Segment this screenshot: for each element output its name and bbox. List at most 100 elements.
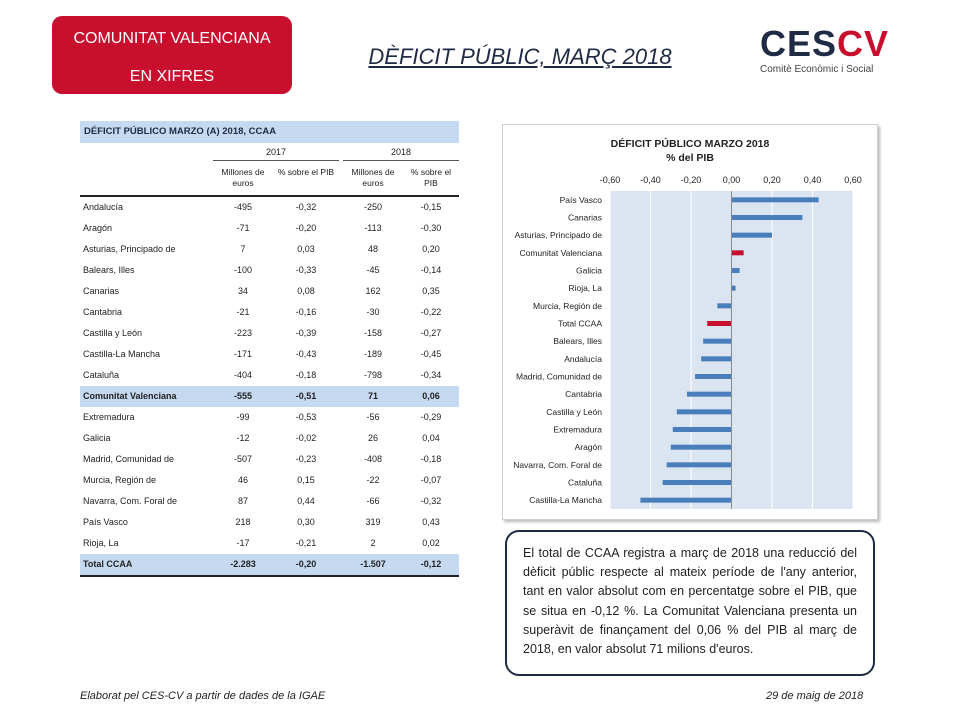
table-row: Canarias 34 0,08 162 0,35 bbox=[80, 281, 459, 302]
badge-line2: EN XIFRES bbox=[129, 68, 215, 85]
row-name: Aragón bbox=[83, 223, 113, 233]
bar bbox=[731, 197, 819, 203]
cell-m18: -113 bbox=[364, 223, 382, 233]
cell-m17: 87 bbox=[237, 496, 248, 506]
cell-p17: -0,53 bbox=[295, 412, 317, 422]
cell-p17: -0,18 bbox=[295, 370, 317, 380]
cell-m18: -250 bbox=[363, 202, 382, 212]
category-label: Rioja, La bbox=[568, 283, 602, 293]
deficit-chart: DÉFICIT PÚBLICO MARZO 2018 % del PIB -0,… bbox=[502, 124, 878, 520]
bar bbox=[672, 427, 732, 432]
x-tick-label: 0,20 bbox=[763, 175, 781, 185]
table-row: Castilla-La Mancha -171 -0,43 -189 -0,45 bbox=[80, 344, 459, 365]
table-row: Rioja, La -17 -0,21 2 0,02 bbox=[80, 533, 459, 554]
x-tick-label: 0,40 bbox=[804, 175, 822, 185]
x-tick-label: -0,40 bbox=[640, 175, 661, 185]
cell-m17: -21 bbox=[236, 307, 250, 317]
category-label: Comunitat Valenciana bbox=[519, 248, 602, 258]
cell-p17: -0,23 bbox=[295, 454, 317, 464]
cell-m17: -100 bbox=[233, 265, 252, 275]
category-label: Navarra, Com. Foral de bbox=[513, 460, 602, 470]
row-name: Asturias, Principado de bbox=[83, 244, 176, 254]
category-label: Castilla y León bbox=[546, 407, 602, 417]
row-name: Galicia bbox=[83, 433, 111, 443]
bar bbox=[695, 374, 732, 379]
bar bbox=[662, 480, 732, 485]
cell-m18: -66 bbox=[366, 496, 380, 506]
x-tick-label: 0,00 bbox=[723, 175, 741, 185]
x-tick-label: -0,20 bbox=[681, 175, 702, 185]
category-label: Balears, Illes bbox=[553, 336, 602, 346]
cell-p17: -0,51 bbox=[295, 391, 317, 401]
x-tick-label: -0,60 bbox=[600, 175, 621, 185]
row-name: Castilla-La Mancha bbox=[83, 349, 161, 359]
row-name: Murcia, Región de bbox=[83, 475, 157, 485]
cell-m17: 46 bbox=[237, 475, 248, 485]
cell-p17: 0,30 bbox=[297, 517, 315, 527]
cell-p17: 0,15 bbox=[297, 475, 315, 485]
category-label: Total CCAA bbox=[558, 319, 602, 329]
cell-m18: -56 bbox=[366, 412, 380, 422]
source-note: Elaborat pel CES-CV a partir de dades de… bbox=[80, 690, 326, 702]
cell-p18: 0,04 bbox=[422, 433, 440, 443]
bar bbox=[731, 215, 803, 220]
cell-p18: -0,22 bbox=[420, 307, 442, 317]
row-name: Navarra, Com. Foral de bbox=[83, 496, 178, 506]
row-name: Comunitat Valenciana bbox=[83, 391, 177, 401]
cell-p18: 0,43 bbox=[422, 517, 440, 527]
table-row: Cataluña -404 -0,18 -798 -0,34 bbox=[80, 365, 459, 386]
badge-line1: COMUNITAT VALENCIANA bbox=[73, 30, 271, 47]
cell-m18: -45 bbox=[366, 265, 380, 275]
table-body: Andalucía -495 -0,32 -250 -0,15 Aragón -71 -0,2… bbox=[80, 197, 459, 577]
row-name: Extremadura bbox=[83, 412, 135, 422]
cell-m17: 34 bbox=[237, 286, 248, 296]
cell-p18: 0,35 bbox=[422, 286, 440, 296]
bar bbox=[676, 409, 732, 415]
cell-p18: -0,27 bbox=[420, 328, 442, 338]
table-row: Navarra, Com. Foral de 87 0,44 -66 -0,32 bbox=[80, 491, 459, 512]
cell-p17: -0,39 bbox=[295, 328, 317, 338]
table-title: DÉFICIT PÚBLICO MARZO (A) 2018, CCAA bbox=[80, 121, 459, 143]
bar bbox=[731, 268, 740, 273]
cell-p17: -0,02 bbox=[295, 433, 317, 443]
bar bbox=[707, 321, 732, 326]
row-name: Andalucía bbox=[83, 202, 124, 212]
category-label: Cantabria bbox=[565, 389, 602, 399]
deficit-table: DÉFICIT PÚBLICO MARZO (A) 2018, CCAA 201… bbox=[80, 121, 459, 577]
cell-m17: -507 bbox=[233, 454, 252, 464]
table-row: País Vasco 218 0,30 319 0,43 bbox=[80, 512, 459, 533]
cell-p18: -0,45 bbox=[420, 349, 442, 359]
category-label: Madrid, Comunidad de bbox=[516, 372, 602, 382]
table-row: Comunitat Valenciana -555 -0,51 71 0,06 bbox=[80, 386, 459, 407]
bar bbox=[731, 285, 736, 291]
cell-m17: -17 bbox=[236, 538, 250, 548]
cell-m17: -71 bbox=[236, 223, 250, 233]
bar bbox=[731, 232, 772, 238]
cell-p17: 0,44 bbox=[297, 496, 315, 506]
category-label: Cataluña bbox=[568, 478, 602, 488]
category-label: Galicia bbox=[576, 266, 602, 276]
cell-m18: 26 bbox=[367, 433, 378, 443]
cell-m18: -798 bbox=[363, 370, 382, 380]
category-label: Asturias, Principado de bbox=[515, 230, 603, 240]
logo-text-b: CV bbox=[837, 23, 890, 64]
category-label: País Vasco bbox=[560, 195, 603, 205]
cell-p17: 0,08 bbox=[297, 286, 315, 296]
bar bbox=[717, 303, 732, 309]
bar bbox=[686, 391, 732, 397]
cell-m17: -2.283 bbox=[230, 559, 256, 569]
cell-p18: -0,30 bbox=[420, 223, 442, 233]
date-note: 29 de maig de 2018 bbox=[766, 690, 864, 702]
cell-p18: 0,06 bbox=[422, 391, 440, 401]
table-row: Extremadura -99 -0,53 -56 -0,29 bbox=[80, 407, 459, 428]
category-label: Andalucía bbox=[564, 354, 602, 364]
cell-m18: -158 bbox=[363, 328, 382, 338]
cell-m18: 319 bbox=[365, 517, 381, 527]
cell-p18: -0,07 bbox=[420, 475, 442, 485]
cell-m18: 2 bbox=[370, 538, 376, 548]
cell-m18: -22 bbox=[366, 475, 380, 485]
category-label: Aragón bbox=[575, 442, 603, 452]
table-row: Murcia, Región de 46 0,15 -22 -0,07 bbox=[80, 470, 459, 491]
cell-m17: 218 bbox=[235, 517, 251, 527]
chart-svg: -0,60 -0,40 -0,20 0,00 0,20 0,40 0,60 País Vasc… bbox=[513, 175, 862, 509]
